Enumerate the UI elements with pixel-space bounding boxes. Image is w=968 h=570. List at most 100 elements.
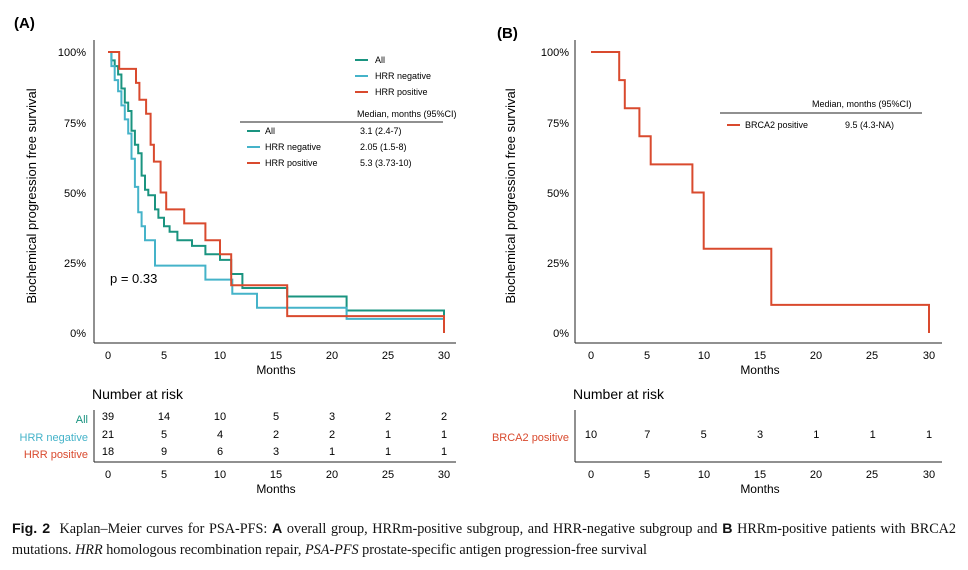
risk-count-cell: 1 (441, 429, 447, 441)
risk-count-cell: 3 (273, 446, 279, 458)
panel-a-x-tick: 15 (270, 350, 282, 362)
median-value-hrr-positive: 5.3 (3.73-10) (360, 158, 412, 168)
panel-b-x-tick: 25 (866, 350, 878, 362)
panel-a-y-ticks: 0% 25% 50% 75% 100% (58, 47, 86, 340)
risk-row-label-hrr-negative: HRR negative (20, 432, 88, 444)
risk-x-tick: 30 (438, 469, 450, 481)
panel-a: (A) Biochemical progression free surviva… (14, 15, 457, 496)
legend-label-hrr-positive: HRR positive (375, 87, 428, 97)
risk-row-label-hrr-positive: HRR positive (24, 449, 88, 461)
risk-x-tick: 30 (923, 469, 935, 481)
risk-count-cell: 4 (217, 429, 223, 441)
risk-count-cell: 9 (161, 446, 167, 458)
risk-x-label: Months (256, 482, 295, 496)
panel-b-x-label: Months (740, 363, 779, 377)
risk-count-cell: 5 (161, 429, 167, 441)
median-label-hrr-positive: HRR positive (265, 158, 318, 168)
caption-text-1: Kaplan–Meier curves for PSA-PFS: (59, 521, 273, 537)
risk-count-cell: 2 (329, 429, 335, 441)
legend-label-hrr-negative: HRR negative (375, 71, 431, 81)
panel-b-median-table: Median, months (95%CI) BRCA2 positive 9.… (720, 99, 922, 130)
panel-a-y-tick: 75% (64, 118, 86, 130)
panel-a-y-label: Biochemical progression free survival (24, 88, 39, 303)
panel-a-legend: All HRR negative HRR positive (355, 55, 431, 97)
kaplan-meier-figure: (A) Biochemical progression free surviva… (14, 15, 942, 496)
panel-a-x-tick: 5 (161, 350, 167, 362)
risk-x-tick: 10 (214, 469, 226, 481)
panel-b-x-tick: 30 (923, 350, 935, 362)
panel-a-median-table: Median, months (95%CI) All 3.1 (2.4-7) H… (240, 109, 457, 168)
caption-abbr-hrr: HRR (75, 542, 103, 558)
series-line-all (108, 51, 445, 333)
risk-count-cell: 1 (385, 429, 391, 441)
risk-count-cell: 10 (585, 429, 597, 441)
panel-a-y-tick: 0% (70, 328, 86, 340)
risk-x-tick: 5 (161, 469, 167, 481)
risk-x-tick: 25 (382, 469, 394, 481)
panel-a-x-tick: 10 (214, 350, 226, 362)
median-label-brca2-positive: BRCA2 positive (745, 120, 808, 130)
panel-b-y-tick: 75% (547, 118, 569, 130)
panel-a-x-tick: 20 (326, 350, 338, 362)
risk-count-cell: 10 (214, 411, 226, 423)
panel-b-x-ticks: 0 5 10 15 20 25 30 (588, 350, 935, 362)
risk-x-tick: 20 (810, 469, 822, 481)
risk-count-cell: 6 (217, 446, 223, 458)
risk-x-tick: 15 (270, 469, 282, 481)
risk-count-cell: 1 (441, 446, 447, 458)
risk-count-cell: 5 (701, 429, 707, 441)
risk-x-tick: 25 (866, 469, 878, 481)
median-value-all: 3.1 (2.4-7) (360, 126, 402, 136)
risk-count-cell: 14 (158, 411, 170, 423)
risk-x-label: Months (740, 482, 779, 496)
panel-b-label: (B) (497, 25, 518, 42)
panel-b-x-tick: 15 (754, 350, 766, 362)
median-label-hrr-negative: HRR negative (265, 142, 321, 152)
risk-count-cell: 3 (757, 429, 763, 441)
risk-count-cell: 1 (813, 429, 819, 441)
caption-text-4: homologous recombination repair, (102, 542, 306, 558)
risk-x-tick: 20 (326, 469, 338, 481)
panel-b-x-tick: 20 (810, 350, 822, 362)
caption-text-5: prostate-specific antigen progression-fr… (358, 542, 647, 558)
panel-a-x-tick: 30 (438, 350, 450, 362)
caption-bold-a: A (272, 521, 283, 537)
panel-b-x-tick: 0 (588, 350, 594, 362)
median-value-hrr-negative: 2.05 (1.5-8) (360, 142, 407, 152)
risk-count-cell: 2 (441, 411, 447, 423)
panel-a-risk-table: Number at risk All HRR negative HRR posi… (20, 386, 456, 496)
risk-count-cell: 18 (102, 446, 114, 458)
median-table-header: Median, months (95%CI) (357, 109, 457, 119)
panel-b-y-ticks: 0% 25% 50% 75% 100% (541, 47, 569, 340)
panel-b: (B) Biochemical progression free surviva… (492, 25, 942, 496)
p-value-annotation: p = 0.33 (110, 271, 157, 286)
risk-count-cell: 2 (385, 411, 391, 423)
caption-abbr-psa-pfs: PSA-PFS (305, 542, 359, 558)
panel-b-y-tick: 25% (547, 258, 569, 270)
panel-a-x-tick: 0 (105, 350, 111, 362)
series-line-hrr-negative (108, 51, 444, 320)
series-line-hrr-positive (108, 51, 445, 333)
panel-a-label: (A) (14, 15, 35, 32)
figure-caption: Fig. 2 Kaplan–Meier curves for PSA-PFS: … (12, 519, 956, 561)
panel-a-y-tick: 50% (64, 188, 86, 200)
risk-count-cell: 1 (870, 429, 876, 441)
risk-table-title: Number at risk (92, 386, 184, 402)
risk-table-title: Number at risk (573, 386, 665, 402)
risk-count-cell: 7 (644, 429, 650, 441)
panel-a-x-label: Months (256, 363, 295, 377)
risk-count-cell: 1 (385, 446, 391, 458)
risk-x-tick: 15 (754, 469, 766, 481)
risk-count-cell: 1 (926, 429, 932, 441)
panel-b-y-tick: 100% (541, 47, 569, 59)
risk-count-cell: 3 (329, 411, 335, 423)
risk-x-tick: 0 (105, 469, 111, 481)
risk-x-tick: 0 (588, 469, 594, 481)
risk-table-cells: 10 7 5 3 1 1 1 (585, 429, 932, 441)
risk-row-label-brca2-positive: BRCA2 positive (492, 432, 569, 444)
panel-a-x-ticks: 0 5 10 15 20 25 30 (105, 350, 450, 362)
median-value-brca2-positive: 9.5 (4.3-NA) (845, 120, 894, 130)
legend-label-all: All (375, 55, 385, 65)
risk-count-cell: 21 (102, 429, 114, 441)
median-label-all: All (265, 126, 275, 136)
